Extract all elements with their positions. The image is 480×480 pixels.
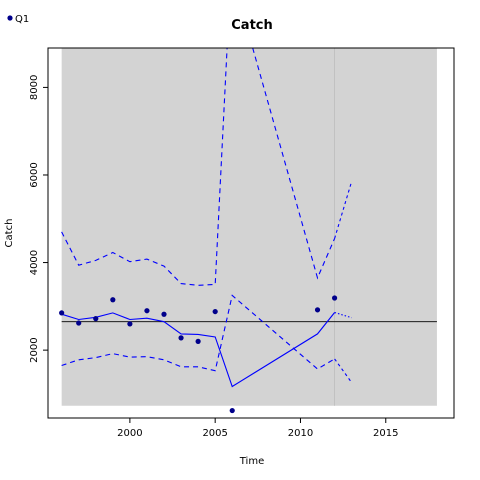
forecast-line [334, 311, 352, 319]
observed-point [331, 295, 338, 301]
x-tick-label: 2000 [117, 428, 142, 439]
observed-point [59, 310, 65, 316]
observed-point [178, 335, 184, 341]
x-axis: 2000 2005 2010 2015 [117, 418, 398, 439]
y-tick-label: 2000 [29, 337, 40, 362]
observed-point [144, 308, 150, 314]
observed-point [212, 308, 218, 315]
observed-point [76, 320, 82, 326]
observed-point [93, 316, 99, 322]
observed-point [127, 321, 133, 327]
background-band [61, 48, 437, 406]
y-axis-label: Catch [4, 219, 15, 248]
observed-point [314, 307, 321, 313]
x-tick-label: 2010 [288, 428, 313, 439]
lower-bound-line [61, 294, 335, 372]
y-tick-label: 6000 [29, 162, 40, 187]
forecast-upper-line [334, 181, 353, 239]
y-axis: 2000 4000 6000 8000 [29, 75, 48, 363]
chart-title: Catch [231, 18, 273, 33]
plot-area [59, 47, 437, 414]
observed-point [161, 311, 167, 317]
observed-point [229, 407, 235, 414]
legend-marker [7, 15, 13, 21]
legend: Q1 [7, 14, 29, 25]
observed-point [110, 297, 116, 303]
x-tick-label: 2015 [373, 428, 398, 439]
observed-point [195, 338, 201, 344]
legend-label: Q1 [15, 14, 29, 25]
plot-frame [47, 47, 455, 419]
y-tick-label: 8000 [29, 75, 40, 100]
x-tick-label: 2005 [202, 428, 227, 439]
x-axis-label: Time [239, 456, 264, 467]
forecast-lower-line [334, 358, 353, 383]
y-tick-label: 4000 [29, 250, 40, 275]
